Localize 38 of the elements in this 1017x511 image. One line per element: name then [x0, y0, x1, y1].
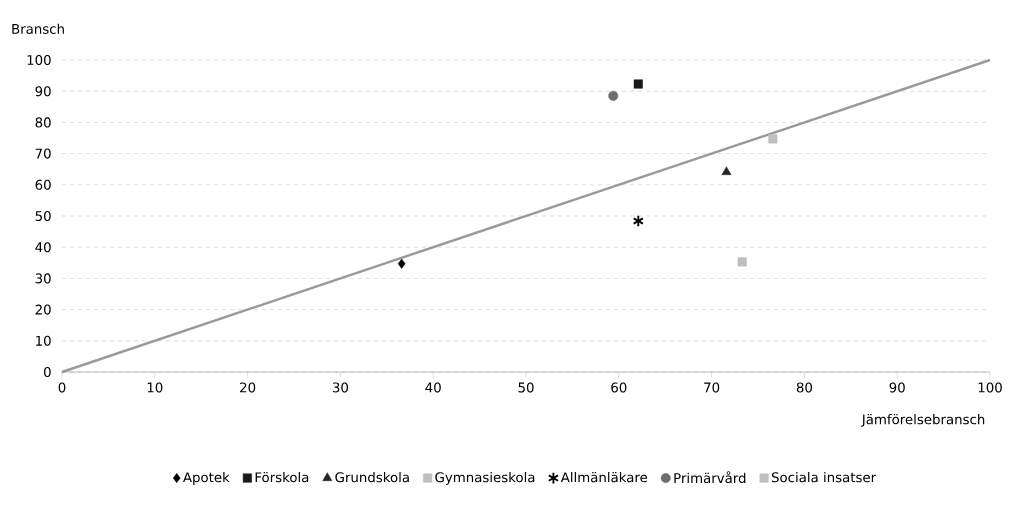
y-tick-label: 20	[35, 304, 51, 315]
legend-label: Förskola	[255, 471, 309, 483]
y-tick-label: 50	[35, 210, 51, 222]
point	[608, 90, 619, 101]
legend-label: Allmänläkare	[560, 471, 648, 483]
y-tick-label: 100	[27, 54, 51, 66]
y-tick-label: 40	[35, 242, 51, 253]
y-tick-label: 80	[35, 117, 51, 128]
y-tick-label: 70	[35, 148, 51, 159]
y-tick-label: 10	[36, 335, 51, 346]
legend-label: Gymnasieskola	[435, 471, 535, 485]
x-tick-label: 60	[611, 382, 627, 393]
y-tick-label: 90	[35, 86, 51, 97]
x-tick-label: 40	[425, 382, 441, 393]
y-axis-title: Bransch	[12, 23, 64, 34]
x-tick-label: 70	[704, 382, 720, 393]
x-tick-label: 10	[147, 382, 163, 393]
x-tick-label: 90	[889, 382, 905, 393]
point	[737, 257, 747, 267]
y-tick-label: 60	[35, 179, 51, 190]
y-tick-label: 30	[35, 273, 51, 284]
x-tick-label: 50	[518, 382, 534, 393]
x-tick-label: 0	[58, 382, 66, 393]
point	[633, 79, 643, 89]
x-tick-label: 80	[796, 382, 813, 393]
point	[632, 214, 644, 228]
legend-label: Sociala insatser	[771, 471, 877, 483]
legend-label: Apotek	[183, 471, 230, 485]
point	[721, 166, 732, 175]
x-tick-label: 20	[240, 382, 256, 393]
y-tick-label: 0	[44, 366, 51, 378]
legend-label: Primärvård	[674, 471, 746, 484]
legend-label: Grundskola	[335, 471, 409, 483]
x-tick-label: 100	[978, 382, 1002, 393]
x-tick-label: 30	[332, 382, 349, 393]
point	[397, 258, 406, 269]
point	[768, 134, 778, 144]
x-axis-title: Jämförelsebransch	[861, 414, 985, 427]
